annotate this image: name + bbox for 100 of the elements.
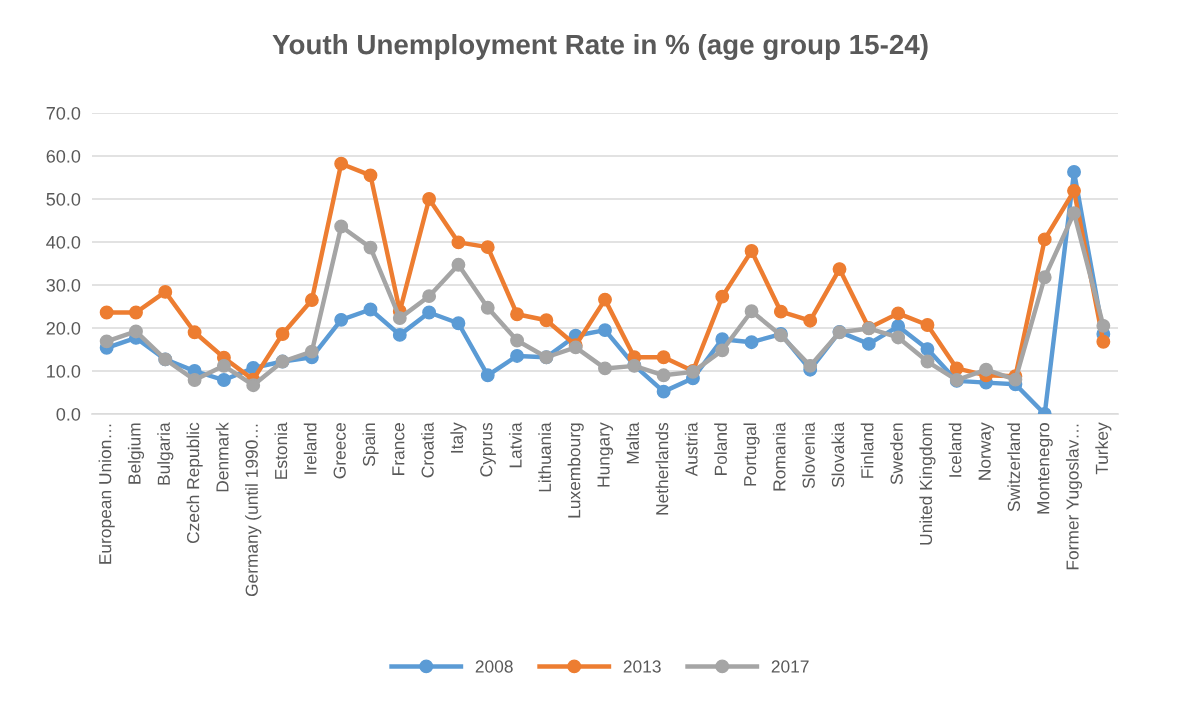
point: [187, 373, 202, 387]
point: [598, 361, 612, 376]
x-tick-label: Belgium: [127, 423, 145, 484]
x-tick-label: Romania: [772, 422, 786, 491]
point: [979, 362, 994, 377]
x-tick-label: Greece: [333, 423, 346, 479]
point: [363, 302, 378, 317]
point: [1067, 164, 1081, 179]
x-tick-label: Ireland: [303, 423, 317, 474]
y-tick-label: 0.0: [56, 407, 81, 421]
point: [656, 368, 671, 383]
point: [715, 289, 730, 304]
point: [246, 378, 261, 393]
point: [304, 344, 319, 359]
x-tick-label: Latvia: [508, 422, 522, 468]
point: [1067, 206, 1081, 221]
point: [1037, 232, 1052, 247]
x-tick-label: Turkey: [1095, 422, 1112, 475]
point: [1067, 183, 1081, 198]
point: [656, 350, 671, 365]
point: [656, 384, 671, 399]
point: [891, 306, 906, 321]
point: [920, 318, 935, 332]
point: [275, 327, 290, 341]
point: [334, 156, 349, 171]
x-tick-label: Switzerland: [1007, 423, 1021, 512]
point: [392, 311, 407, 326]
point: [158, 284, 173, 299]
x-tick-label: France: [392, 423, 405, 475]
point: [216, 358, 231, 373]
y-tick-label: 40.0: [46, 235, 81, 249]
x-tick-label: Netherlands: [655, 422, 669, 515]
x-tick-label: Bulgaria: [157, 422, 174, 485]
point: [392, 327, 407, 342]
x-tick-label: Slovakia: [831, 422, 845, 488]
y-tick-label: 10.0: [47, 364, 81, 378]
x-tick-label: Spain: [362, 423, 379, 466]
point: [99, 305, 114, 320]
point: [920, 342, 935, 357]
y-tick-label: 60.0: [46, 149, 81, 163]
x-tick-label: Poland: [714, 423, 727, 475]
point: [1037, 270, 1052, 285]
x-tick-label: Luxembourg: [567, 423, 584, 518]
point: [1096, 334, 1111, 349]
point: [187, 325, 202, 340]
x-tick-label: Denmark: [215, 422, 229, 492]
point: [744, 244, 759, 258]
legend-label: 2013: [623, 660, 661, 673]
x-tick-label: Iceland: [948, 423, 962, 477]
point: [598, 323, 612, 338]
point: [744, 335, 759, 350]
legend-label: 2017: [771, 660, 809, 673]
point: [99, 334, 114, 349]
x-tick-label: Montenegro: [1037, 423, 1053, 514]
point: [715, 343, 730, 358]
point: [861, 336, 876, 351]
point: [422, 192, 437, 206]
y-tick-label: 70.0: [46, 106, 81, 120]
x-tick-label: Czech Republic: [186, 422, 203, 544]
point: [216, 373, 231, 387]
point: [539, 313, 554, 328]
point: [363, 168, 378, 183]
x-tick-label: Norway: [978, 422, 995, 480]
x-tick-label: Austria: [684, 422, 698, 477]
point: [451, 316, 466, 331]
point: [920, 354, 935, 369]
point: [832, 262, 847, 277]
point: [480, 240, 495, 255]
point: [422, 289, 437, 304]
point: [773, 304, 788, 319]
point: [480, 300, 495, 315]
point: [891, 330, 906, 345]
x-tick-label: European Union…: [98, 424, 115, 564]
x-tick-label: Estonia: [274, 422, 288, 479]
point: [803, 313, 818, 328]
point: [129, 324, 143, 339]
point: [334, 219, 349, 234]
x-tick-label: Malta: [626, 422, 639, 464]
y-tick-label: 20.0: [46, 321, 81, 335]
x-tick-label: Germany (until 1990…: [245, 424, 262, 597]
x-tick-label: Hungary: [597, 422, 614, 487]
x-tick-label: United Kingdom: [919, 423, 936, 545]
point: [334, 312, 349, 327]
point: [1096, 318, 1111, 333]
x-tick-label: Sweden: [890, 423, 903, 485]
y-tick-label: 50.0: [46, 192, 81, 206]
chart-title: Youth Unemployment Rate in % (age group 15-24): [272, 33, 928, 61]
point: [304, 293, 319, 307]
point: [510, 333, 525, 348]
point: [949, 361, 964, 376]
x-tick-label: Former Yugoslav…: [1065, 424, 1083, 570]
x-tick-label: Finland: [860, 423, 874, 478]
x-tick-label: Italy: [450, 422, 467, 453]
point: [480, 368, 495, 383]
point: [510, 307, 525, 322]
point: [510, 349, 525, 363]
point: [744, 304, 759, 319]
x-tick-label: Lithuania: [538, 422, 552, 492]
x-tick-label: Croatia: [421, 422, 434, 478]
x-tick-label: Cyprus: [480, 422, 496, 477]
